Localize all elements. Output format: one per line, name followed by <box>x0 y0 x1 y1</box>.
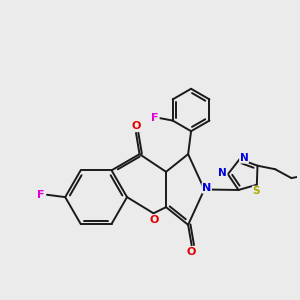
Text: O: O <box>131 122 141 131</box>
Text: S: S <box>253 186 260 196</box>
Text: F: F <box>151 112 158 123</box>
Text: O: O <box>187 247 196 257</box>
Text: N: N <box>218 168 227 178</box>
Text: F: F <box>37 190 44 200</box>
Text: N: N <box>202 183 211 193</box>
Text: O: O <box>149 215 159 225</box>
Text: N: N <box>240 153 248 163</box>
